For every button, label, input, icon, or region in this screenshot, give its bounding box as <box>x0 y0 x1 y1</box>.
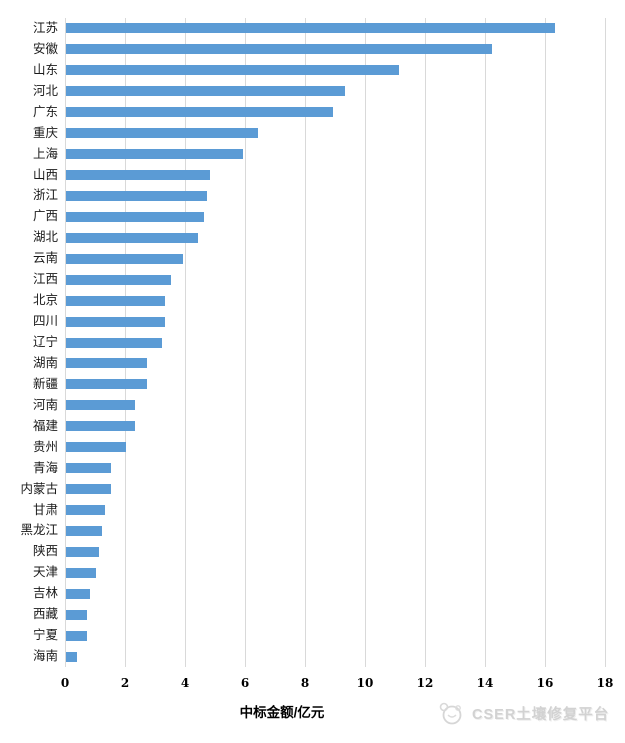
category-label: 广东 <box>32 104 58 119</box>
bar <box>66 253 183 264</box>
bar <box>66 463 111 474</box>
category-label: 湖北 <box>32 230 58 245</box>
category-label: 江西 <box>32 272 58 287</box>
gridline <box>485 18 486 667</box>
x-tick-label: 10 <box>356 676 374 690</box>
bar <box>66 107 333 118</box>
bar <box>66 86 345 97</box>
bar <box>66 190 207 201</box>
gridline <box>365 18 366 667</box>
category-label: 湖南 <box>32 355 58 370</box>
bar <box>66 44 492 55</box>
x-tick-label: 12 <box>416 676 434 690</box>
bar <box>66 170 210 181</box>
x-axis-title: 中标金额/亿元 <box>239 705 325 720</box>
bar <box>66 232 198 243</box>
bar <box>66 546 99 557</box>
bar <box>66 23 555 34</box>
category-label: 吉林 <box>32 586 58 601</box>
bar <box>66 504 105 515</box>
bar <box>66 484 111 495</box>
x-tick-label: 8 <box>300 676 310 690</box>
gridline <box>245 18 246 667</box>
cser-logo-icon <box>439 702 462 725</box>
x-tick-label: 2 <box>120 676 130 690</box>
gridline <box>545 18 546 667</box>
category-label: 内蒙古 <box>20 481 58 496</box>
category-label: 江苏 <box>32 21 58 35</box>
x-tick-label: 14 <box>476 676 494 690</box>
bar <box>66 525 102 536</box>
category-label: 云南 <box>32 251 58 266</box>
category-label: 西藏 <box>32 607 58 622</box>
bar <box>66 442 126 453</box>
watermark: CSER土壤修复平台 <box>438 700 609 726</box>
x-tick-label: 0 <box>60 676 70 690</box>
bar <box>66 211 204 222</box>
bar <box>66 295 165 306</box>
bar <box>66 588 90 599</box>
category-label: 河南 <box>32 397 58 412</box>
bar <box>66 358 147 369</box>
bar <box>66 651 77 662</box>
bar <box>66 609 87 620</box>
x-tick-label: 18 <box>596 676 614 690</box>
category-label: 河北 <box>32 83 58 98</box>
category-label: 贵州 <box>32 439 58 454</box>
gridline <box>305 18 306 667</box>
watermark-text: CSER土壤修复平台 <box>472 706 610 723</box>
bar <box>66 316 165 327</box>
category-label: 北京 <box>32 293 58 308</box>
bar <box>66 274 171 285</box>
category-label: 广西 <box>32 209 58 224</box>
category-label: 福建 <box>32 418 58 433</box>
gridline <box>185 18 186 667</box>
gridline <box>605 18 606 667</box>
category-label: 上海 <box>32 146 58 161</box>
bar <box>66 421 135 432</box>
x-tick-label: 6 <box>240 676 250 690</box>
category-label: 宁夏 <box>32 628 58 643</box>
category-label: 青海 <box>32 460 58 475</box>
category-label: 浙江 <box>32 188 58 203</box>
category-label: 新疆 <box>32 376 58 391</box>
bar <box>66 567 96 578</box>
gridline <box>425 18 426 667</box>
category-label: 安徽 <box>32 41 58 56</box>
bar <box>66 149 243 160</box>
bar <box>66 337 162 348</box>
gridline <box>65 18 66 667</box>
category-label: 天津 <box>32 565 58 580</box>
x-tick-label: 4 <box>180 676 190 690</box>
category-label: 甘肃 <box>32 502 58 517</box>
bar <box>66 128 258 139</box>
category-label: 海南 <box>32 649 58 664</box>
category-label: 黑龙江 <box>20 523 58 538</box>
bar <box>66 630 87 641</box>
category-label: 山西 <box>32 167 58 182</box>
category-label: 四川 <box>32 314 58 329</box>
category-label: 重庆 <box>32 125 58 140</box>
category-label: 辽宁 <box>32 335 58 350</box>
bar <box>66 400 135 411</box>
category-label: 山东 <box>32 62 58 77</box>
bar <box>66 65 399 76</box>
bar <box>66 379 147 390</box>
x-tick-label: 16 <box>536 676 554 690</box>
category-label: 陕西 <box>32 544 58 559</box>
